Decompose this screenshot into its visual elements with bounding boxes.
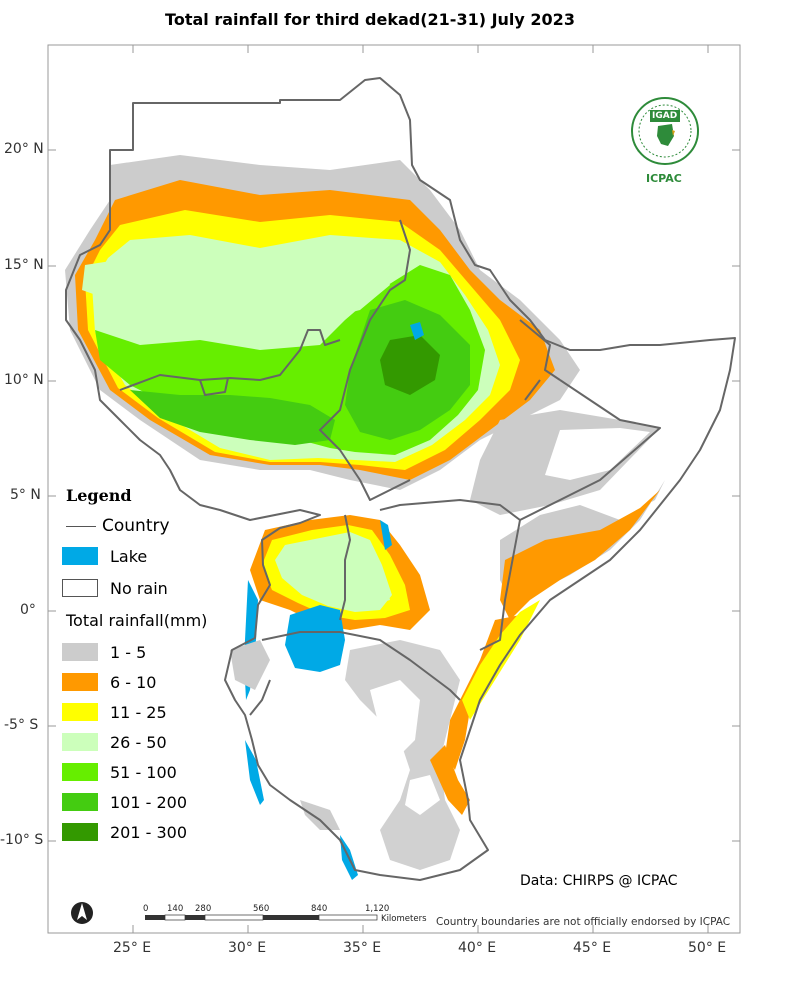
legend-rainfall-heading: Total rainfall(mm) [66,610,208,630]
lake-tanganyika [245,740,264,805]
map-title: Total rainfall for third dekad(21-31) Ju… [165,10,575,29]
scale-tick-label: 140 [167,904,184,914]
legend-class-label: 26 - 50 [110,732,167,752]
lon-label: 30° E [228,940,267,956]
lat-label: 5° N [10,487,41,503]
lon-label: 25° E [113,940,152,956]
igad-icpac-logo: IGAD ICPAC [628,96,702,190]
country-boundaries [65,77,736,881]
legend-heading: Legend [66,486,132,505]
legend-class-label: 11 - 25 [110,702,167,722]
lat-label: -10° S [0,832,44,848]
scale-tick-label: 0 [143,904,149,914]
legend-class-label: 101 - 200 [110,792,188,812]
scale-tick-label: 840 [311,904,328,914]
map-frame [47,44,741,934]
scale-tick-label: 280 [195,904,212,914]
lon-label: 35° E [343,940,382,956]
lon-label: 50° E [688,940,727,956]
legend-no-rain: No rain [62,576,168,600]
lon-label: 40° E [458,940,497,956]
legend-class-row: 201 - 300 [62,820,187,844]
scale-tick-label: 560 [253,904,270,914]
lake-victoria [285,605,345,672]
no-rain-patches [370,680,440,815]
legend-class-label: 6 - 10 [110,672,157,692]
legend-class-row: 6 - 10 [62,670,156,694]
legend-country-label: Country [102,516,170,536]
legend-class-swatch [62,643,98,661]
legend-class-swatch [62,703,98,721]
rainfall-coast-tz [430,745,470,815]
disclaimer: Country boundaries are not officially en… [436,916,731,928]
data-credit: Data: CHIRPS @ ICPAC [520,873,678,889]
legend-class-row: 1 - 5 [62,640,146,664]
legend-class-swatch [62,733,98,751]
legend-class-label: 51 - 100 [110,762,177,782]
legend-class-row: 26 - 50 [62,730,167,754]
legend-lake: Lake [62,544,147,568]
logo-top-text: IGAD [652,111,678,121]
legend-country: Country [62,514,170,538]
rainfall-field-north [65,155,580,490]
legend-class-row: 51 - 100 [62,760,177,784]
scale-tick-label: 1,120 [365,904,390,914]
lake-tana [410,322,424,340]
rainfall-field-south [230,640,460,870]
lat-label: 0° [20,602,36,618]
logo-bottom-text: ICPAC [646,172,682,185]
legend-class-swatch [62,763,98,781]
lake-swatch [62,547,98,565]
country-line-swatch [66,525,96,527]
lat-label: 20° N [4,141,44,157]
north-arrow [71,902,93,924]
legend-class-swatch [62,823,98,841]
legend-class-row: 11 - 25 [62,700,167,724]
legend-class-label: 201 - 300 [110,822,188,842]
lat-label: -5° S [4,717,39,733]
igad-emblem-icon [631,97,699,165]
lon-label: 45° E [573,940,612,956]
legend-class-swatch [62,673,98,691]
rainfall-field-horn [445,410,665,770]
scale-unit-label: Kilometers [381,914,427,924]
legend-no-rain-label: No rain [110,578,168,598]
scale-bar [145,914,378,921]
lake-turkana [380,520,392,550]
lat-label: 15° N [4,257,44,273]
frame-ticks [48,45,740,933]
legend-lake-label: Lake [110,546,148,566]
no-rain-swatch [62,579,98,597]
legend-class-swatch [62,793,98,811]
legend-class-row: 101 - 200 [62,790,187,814]
legend-class-label: 1 - 5 [110,642,147,662]
lat-label: 10° N [4,372,44,388]
